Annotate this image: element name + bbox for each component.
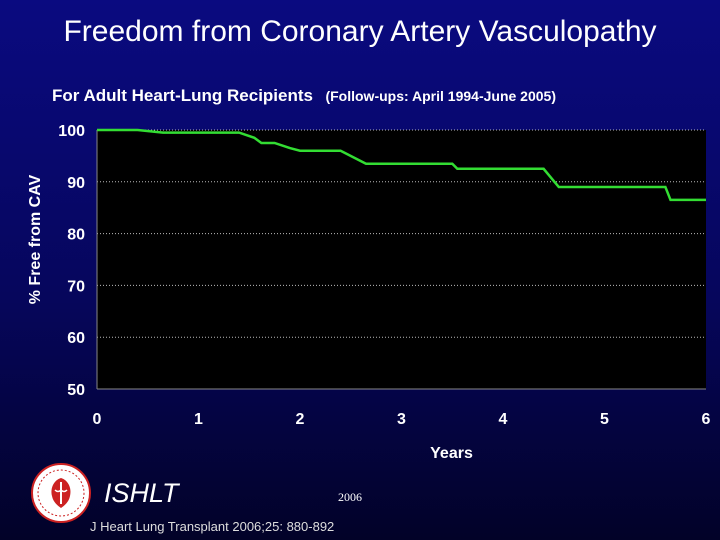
x-tick-label: 4 — [499, 411, 508, 428]
x-tick-label: 2 — [296, 411, 305, 428]
x-tick-label: 3 — [397, 411, 406, 428]
plot-area — [97, 130, 706, 389]
gridlines — [97, 129, 706, 338]
x-tick-label: 5 — [600, 411, 609, 428]
subtitle-row: For Adult Heart-Lung Recipients (Follow-… — [52, 86, 556, 106]
y-tick-label: 70 — [67, 278, 85, 295]
footer-year: 2006 — [338, 490, 362, 504]
x-axis-label: Years — [430, 445, 473, 462]
axes — [96, 130, 706, 390]
ishlt-logo — [31, 463, 91, 523]
tick-labels: 50 60 70 80 90 100 0 1 2 3 4 5 6 — [58, 123, 710, 428]
series-line — [97, 128, 706, 202]
x-tick-label: 0 — [93, 411, 102, 428]
x-tick-label: 6 — [702, 411, 711, 428]
page-title: Freedom from Coronary Artery Vasculopath… — [63, 15, 657, 48]
y-tick-label: 90 — [67, 175, 85, 192]
x-tick-label: 1 — [194, 411, 203, 428]
y-tick-label: 50 — [67, 382, 85, 399]
y-tick-label: 80 — [67, 227, 85, 244]
survival-chart: 50 60 70 80 90 100 0 1 2 3 4 5 6 Years % Free from C… — [27, 123, 710, 462]
y-tick-label: 60 — [67, 330, 85, 347]
org-name: ISHLT — [104, 478, 179, 508]
citation: J Heart Lung Transplant 2006;25: 880-892 — [90, 519, 335, 534]
follow-up-note: (Follow-ups: April 1994-June 2005) — [325, 88, 556, 104]
subtitle: For Adult Heart-Lung Recipients — [52, 86, 313, 105]
y-axis-label: % Free from CAV — [27, 174, 44, 304]
y-tick-label: 100 — [58, 123, 85, 140]
